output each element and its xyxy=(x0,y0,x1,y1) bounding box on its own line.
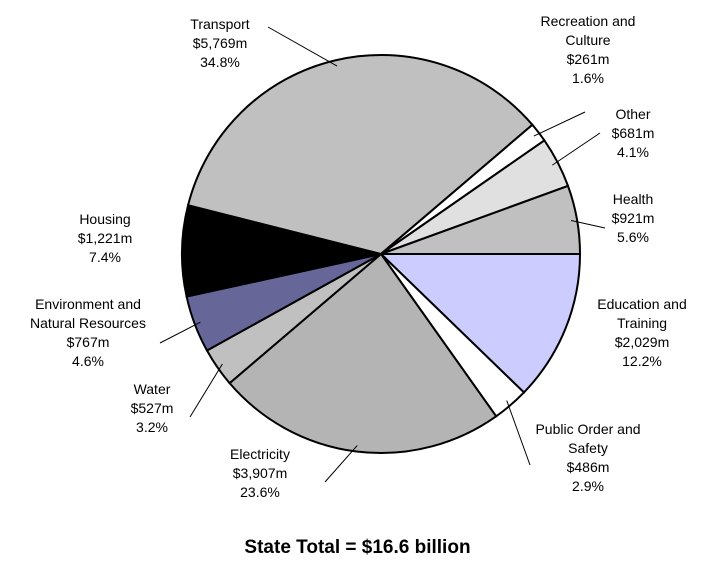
value-label: $5,769m xyxy=(192,35,248,51)
percent-label: 3.2% xyxy=(136,419,168,435)
value-label: $681m xyxy=(611,125,655,141)
category-label: Housing xyxy=(79,211,131,227)
pie-slice xyxy=(378,253,582,394)
value-label: $1,221m xyxy=(77,230,133,246)
category-label: Transport xyxy=(190,16,250,32)
value-label: $2,029m xyxy=(614,334,670,350)
slice-label: Other $681m 4.1% xyxy=(568,105,698,162)
leader-line xyxy=(533,111,586,137)
leader-line xyxy=(189,363,223,418)
category-label: Recreation and Culture xyxy=(540,13,636,48)
leader-line xyxy=(324,445,358,483)
leader-line xyxy=(570,219,606,229)
value-label: $486m xyxy=(566,459,610,475)
pie-slice xyxy=(228,252,498,454)
percent-label: 4.1% xyxy=(617,144,649,160)
slice-label: Water $527m 3.2% xyxy=(87,380,217,437)
percent-label: 1.6% xyxy=(572,70,604,86)
slice-label: Transport $5,769m 34.8% xyxy=(155,15,285,72)
slice-label: Recreation and Culture $261m 1.6% xyxy=(523,12,653,88)
slice-label: Public Order and Safety $486m 2.9% xyxy=(523,420,653,496)
slice-label: Education and Training $2,029m 12.2% xyxy=(577,295,707,371)
category-label: Other xyxy=(615,106,651,122)
category-label: Environment and Natural Resources xyxy=(30,296,146,331)
value-label: $921m xyxy=(611,210,655,226)
category-label: Water xyxy=(133,381,171,397)
value-label: $261m xyxy=(566,51,610,67)
percent-label: 34.8% xyxy=(200,54,240,70)
percent-label: 2.9% xyxy=(572,478,604,494)
pie-slice xyxy=(186,54,534,256)
leader-line xyxy=(267,26,338,67)
percent-label: 23.6% xyxy=(240,484,280,500)
slice-label: Electricity $3,907m 23.6% xyxy=(195,445,325,502)
category-label: Public Order and Safety xyxy=(535,421,641,456)
slice-label: Environment and Natural Resources $767m 4.… xyxy=(23,295,153,371)
value-label: $3,907m xyxy=(232,465,288,481)
category-label: Health xyxy=(612,191,654,207)
value-label: $527m xyxy=(130,400,174,416)
leader-line xyxy=(552,132,601,166)
pie-slice xyxy=(380,184,582,255)
value-label: $767m xyxy=(66,334,110,350)
leader-line xyxy=(159,321,201,344)
percent-label: 5.6% xyxy=(617,229,649,245)
slice-label: Housing $1,221m 7.4% xyxy=(40,210,170,267)
slice-label: Health $921m 5.6% xyxy=(568,190,698,247)
chart-title: State Total = $16.6 billion xyxy=(244,537,471,558)
category-label: Education and Training xyxy=(597,296,687,331)
leader-line xyxy=(506,400,531,466)
category-label: Electricity xyxy=(230,446,290,462)
percent-label: 4.6% xyxy=(72,353,104,369)
percent-label: 12.2% xyxy=(622,353,662,369)
percent-label: 7.4% xyxy=(89,249,121,265)
